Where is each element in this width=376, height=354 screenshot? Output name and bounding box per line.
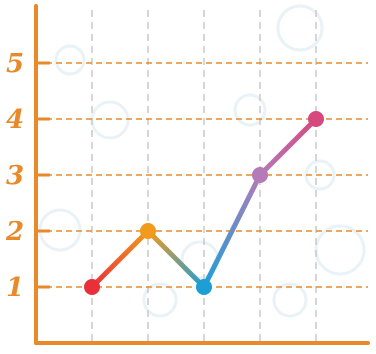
horizontal-gridlines — [36, 61, 368, 289]
y-tick-labels: 1 2 3 4 5 — [5, 49, 24, 303]
background-doodle — [90, 100, 130, 140]
data-series — [89, 116, 319, 290]
data-point — [140, 223, 156, 239]
data-point — [196, 279, 212, 295]
background-doodle — [314, 224, 366, 276]
y-tick-label: 5 — [6, 49, 24, 79]
axes — [34, 4, 370, 345]
series-line-segment — [257, 116, 319, 178]
data-points — [84, 111, 324, 295]
series-line-segment — [201, 172, 263, 290]
background-doodle — [54, 44, 86, 76]
data-point — [252, 167, 268, 183]
y-tick-label: 4 — [6, 105, 24, 135]
background-doodle — [276, 4, 324, 52]
series-line-segment — [145, 228, 207, 290]
y-tick-label: 2 — [5, 217, 24, 247]
background-doodle — [142, 282, 178, 318]
data-point — [84, 279, 100, 295]
y-tick-label: 3 — [6, 161, 24, 191]
series-line-segment — [89, 228, 151, 290]
background-doodle — [233, 93, 267, 127]
background-doodle — [272, 282, 308, 318]
y-tick-label: 1 — [6, 273, 24, 303]
data-point — [308, 111, 324, 127]
